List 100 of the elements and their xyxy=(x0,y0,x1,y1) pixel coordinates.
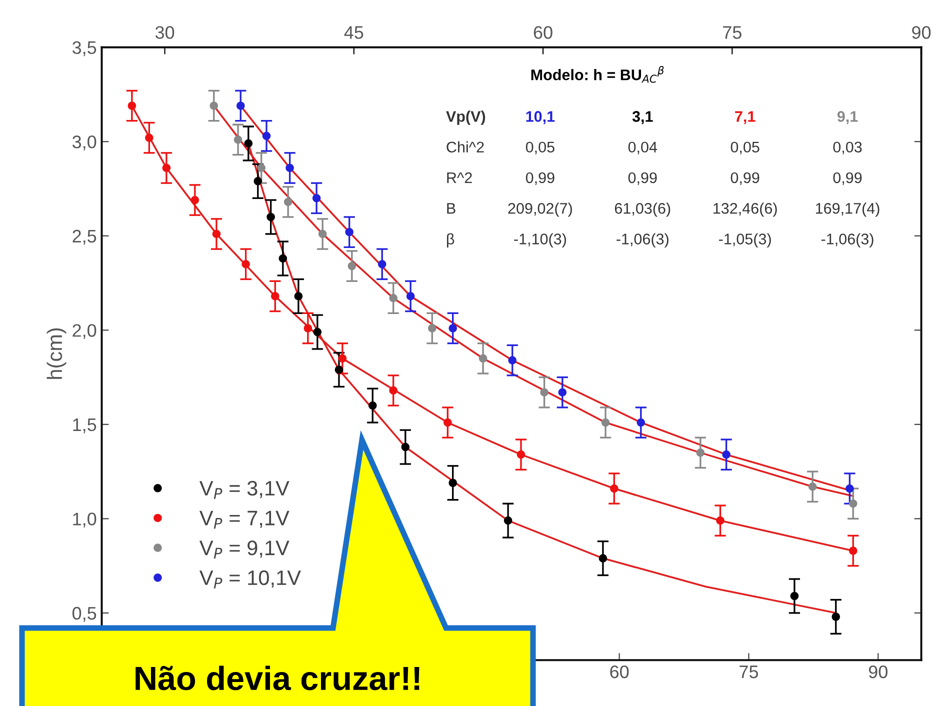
legend-label: V$_{P}$ = 3,1V xyxy=(199,480,290,499)
point xyxy=(348,262,356,270)
annotation: 0,04 xyxy=(628,142,658,154)
point xyxy=(318,230,327,238)
annotation: Vp(V) xyxy=(446,110,486,125)
annotation: 132,46(6) xyxy=(714,202,777,217)
x2-tick-label: 45 xyxy=(344,26,364,39)
y-tick-label: 2,0 xyxy=(72,324,96,339)
annotation: 0,05 xyxy=(730,142,760,154)
point xyxy=(401,442,410,452)
legend-label: V$_{P}$ = 7,1V xyxy=(199,510,290,529)
point xyxy=(558,388,567,397)
point xyxy=(338,354,347,363)
x2-tick-label: 60 xyxy=(534,26,552,39)
annotation: 0,05 xyxy=(526,142,554,154)
point xyxy=(598,554,608,562)
point xyxy=(448,324,458,332)
point xyxy=(848,546,858,555)
annotation: β xyxy=(447,233,454,248)
y-tick-label: 2,5 xyxy=(72,230,96,245)
point xyxy=(334,366,344,374)
point xyxy=(313,328,322,336)
point xyxy=(478,354,488,363)
point xyxy=(257,164,266,172)
point xyxy=(636,418,646,427)
annotation: 0,03 xyxy=(833,142,862,154)
y-tick-label: 3,5 xyxy=(72,41,96,56)
point xyxy=(294,292,303,300)
y-tick-label: 3,0 xyxy=(72,136,96,150)
point xyxy=(162,164,171,172)
point xyxy=(368,401,377,410)
text: Não devia cruzar!! xyxy=(136,666,420,690)
point xyxy=(448,478,458,488)
point xyxy=(286,164,294,172)
x2-tick-label: 90 xyxy=(912,26,931,39)
annotation: 61,03(6) xyxy=(614,202,670,217)
point xyxy=(601,418,610,427)
annotation: 9,1 xyxy=(837,111,858,124)
y-tick-label: 1,0 xyxy=(73,512,96,528)
x-tick-label: 75 xyxy=(740,666,758,678)
annotation: -1,06(3) xyxy=(616,233,668,248)
point xyxy=(378,260,386,268)
x-tick-label: 90 xyxy=(868,665,888,678)
legend-label: V$_{P}$ = 9,1V xyxy=(199,540,290,558)
x-tick-label: 60 xyxy=(610,665,629,678)
annotation: -1,05(3) xyxy=(719,233,771,248)
point xyxy=(212,230,221,238)
annotation: 0,99 xyxy=(628,172,657,185)
y-tick-label: 0,5 xyxy=(72,606,96,622)
point xyxy=(234,136,242,144)
point xyxy=(444,418,452,427)
point xyxy=(345,228,354,236)
annotation: Chi^2 xyxy=(446,141,484,153)
x2-tick-label: 75 xyxy=(723,26,742,39)
legend-label: V$_{P}$ = 10,1V xyxy=(199,570,301,588)
annotation: 0,99 xyxy=(730,172,760,185)
x2-tick-label: 30 xyxy=(155,26,174,39)
y-axis-title: h(cm) xyxy=(46,328,66,379)
point xyxy=(832,612,840,621)
point xyxy=(284,198,292,206)
point xyxy=(242,260,250,268)
point xyxy=(244,139,253,148)
annotation: -1,10(3) xyxy=(514,233,566,248)
point xyxy=(210,102,218,110)
point xyxy=(304,324,312,332)
annotation: 0,99 xyxy=(833,172,862,185)
point xyxy=(236,102,245,110)
annotation: R^2 xyxy=(447,172,472,184)
point xyxy=(262,132,271,140)
point xyxy=(722,450,730,459)
point xyxy=(716,516,724,525)
point xyxy=(278,254,288,263)
point xyxy=(254,177,262,186)
point xyxy=(406,292,415,300)
y-tick-label: 1,5 xyxy=(73,418,96,434)
point xyxy=(312,194,321,202)
point xyxy=(145,134,154,142)
point xyxy=(266,212,275,222)
annotation: 7,1 xyxy=(735,111,756,124)
point xyxy=(846,484,854,493)
point xyxy=(128,102,136,110)
annotation: 3,1 xyxy=(632,111,653,124)
point xyxy=(848,499,858,508)
point xyxy=(428,324,436,332)
point xyxy=(508,356,517,364)
point xyxy=(504,516,512,525)
point xyxy=(190,196,200,204)
point xyxy=(389,294,398,302)
point xyxy=(610,484,618,493)
annotation: -1,06(3) xyxy=(821,233,874,248)
point xyxy=(389,386,398,395)
annotation: 209,02(7) xyxy=(508,202,572,217)
point xyxy=(808,482,817,491)
annotation: 0,99 xyxy=(526,172,554,185)
point xyxy=(516,450,526,459)
annotation: Modelo: h = BU$_{AC}$$^{β}$ xyxy=(531,66,664,83)
point xyxy=(696,448,705,457)
point xyxy=(540,388,548,397)
annotation: 169,17(4) xyxy=(816,202,880,217)
annotation: B xyxy=(447,203,456,214)
